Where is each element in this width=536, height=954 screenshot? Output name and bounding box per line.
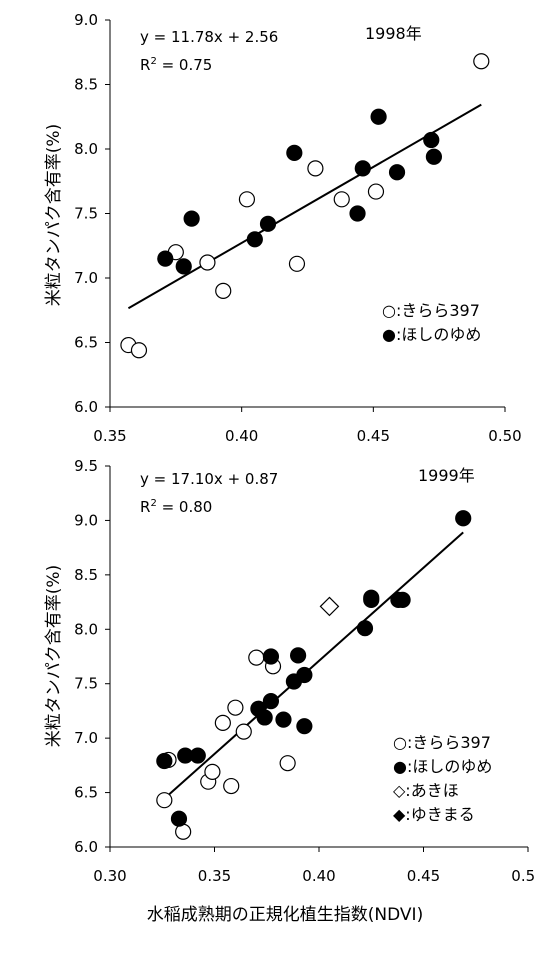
data-point <box>175 258 192 275</box>
regression-equation-1998: y = 11.78x + 2.56 <box>140 28 278 46</box>
data-point <box>307 160 324 177</box>
y-tick-label: 7.5 <box>74 205 98 223</box>
data-point <box>394 591 411 608</box>
y-axis-label-1998: 米粒タンパク含有率(%) <box>44 124 64 306</box>
regression-equation-1999: y = 17.10x + 0.87 <box>140 470 278 488</box>
r2-value: = 0.75 <box>157 56 213 74</box>
data-point <box>246 231 263 248</box>
data-point <box>262 648 280 665</box>
y-tick-label: 8.5 <box>74 76 98 94</box>
legend-entry: ◆:ゆきまる <box>393 805 475 824</box>
r-squared-1999: R2 = 0.80 <box>140 498 212 516</box>
data-point <box>235 723 252 740</box>
x-tick-label: 0.50 <box>511 867 536 885</box>
data-point <box>275 711 292 728</box>
data-point <box>223 777 240 795</box>
year-label-1999: 1999年 <box>418 466 475 485</box>
y-axis-label-1999: 米粒タンパク含有率(%) <box>44 565 64 747</box>
r2-sup: 2 <box>150 498 156 509</box>
data-point <box>370 108 387 125</box>
x-tick-label: 0.40 <box>225 427 258 445</box>
data-point <box>354 160 371 177</box>
legend-entry: ◇:あきほ <box>393 781 459 800</box>
data-point <box>262 693 280 710</box>
x-axis-label: 水稲成熟期の正規化植生指数(NDVI) <box>147 904 423 925</box>
r2-value: = 0.80 <box>157 498 213 516</box>
data-point <box>319 596 340 617</box>
data-point <box>290 647 307 664</box>
regression-line <box>163 531 464 800</box>
data-point <box>286 144 303 161</box>
data-point <box>183 210 200 227</box>
data-point <box>214 714 231 732</box>
data-point <box>256 709 273 726</box>
r2-prefix: R <box>140 56 150 74</box>
r-squared-1998: R2 = 0.75 <box>140 56 212 74</box>
data-point <box>455 510 472 527</box>
legend-entry: ○:きらら397 <box>382 301 480 320</box>
r2-sup: 2 <box>150 56 156 67</box>
x-tick-label: 0.45 <box>407 867 440 885</box>
x-tick-label: 0.30 <box>93 867 126 885</box>
data-point <box>130 342 148 359</box>
x-tick-label: 0.45 <box>357 427 390 445</box>
data-point <box>170 810 188 827</box>
y-tick-label: 6.5 <box>74 784 98 802</box>
data-point <box>279 755 296 772</box>
data-point <box>189 747 206 764</box>
data-point <box>425 148 442 165</box>
legend-entry: ●:ほしのゆめ <box>382 325 481 344</box>
y-tick-label: 7.0 <box>74 729 98 747</box>
y-tick-label: 8.0 <box>74 620 98 638</box>
data-point <box>333 191 350 208</box>
data-point <box>238 191 256 208</box>
data-point <box>288 255 306 272</box>
data-point <box>157 250 174 267</box>
data-point <box>296 666 313 684</box>
data-point <box>296 718 313 735</box>
r2-prefix: R <box>140 498 150 516</box>
chart-1998: 米粒タンパク含有率(%) y = 11.78x + 2.56 R2 = 0.75… <box>44 11 522 445</box>
data-point <box>156 752 173 770</box>
y-tick-label: 9.0 <box>74 511 98 529</box>
data-point <box>204 763 221 780</box>
y-tick-label: 6.0 <box>74 398 98 416</box>
data-point <box>473 53 490 70</box>
y-tick-label: 9.0 <box>74 11 98 29</box>
data-point <box>259 215 277 232</box>
x-tick-label: 0.35 <box>198 867 231 885</box>
y-tick-label: 8.0 <box>74 140 98 158</box>
y-tick-label: 7.5 <box>74 675 98 693</box>
chart-1999: 米粒タンパク含有率(%) y = 17.10x + 0.87 R2 = 0.80… <box>44 457 536 885</box>
data-point <box>363 591 380 608</box>
y-tick-label: 6.0 <box>74 838 98 856</box>
x-tick-label: 0.35 <box>93 427 126 445</box>
data-point <box>423 131 440 149</box>
data-point <box>367 183 385 200</box>
y-tick-label: 7.0 <box>74 269 98 287</box>
data-point <box>199 254 216 271</box>
data-point <box>388 164 406 181</box>
data-point <box>248 649 265 666</box>
x-tick-label: 0.50 <box>488 427 521 445</box>
legend-entry: ○:きらら397 <box>393 733 491 752</box>
data-point <box>156 792 173 809</box>
data-point <box>215 282 232 299</box>
legend-entry: ●:ほしのゆめ <box>393 757 492 776</box>
data-point <box>349 205 366 222</box>
data-point <box>356 620 374 637</box>
regression-line <box>127 103 482 310</box>
y-tick-label: 6.5 <box>74 334 98 352</box>
year-label-1998: 1998年 <box>365 24 422 43</box>
y-tick-label: 8.5 <box>74 566 98 584</box>
data-point <box>227 699 244 716</box>
y-tick-label: 9.5 <box>74 457 98 475</box>
x-tick-label: 0.40 <box>302 867 335 885</box>
